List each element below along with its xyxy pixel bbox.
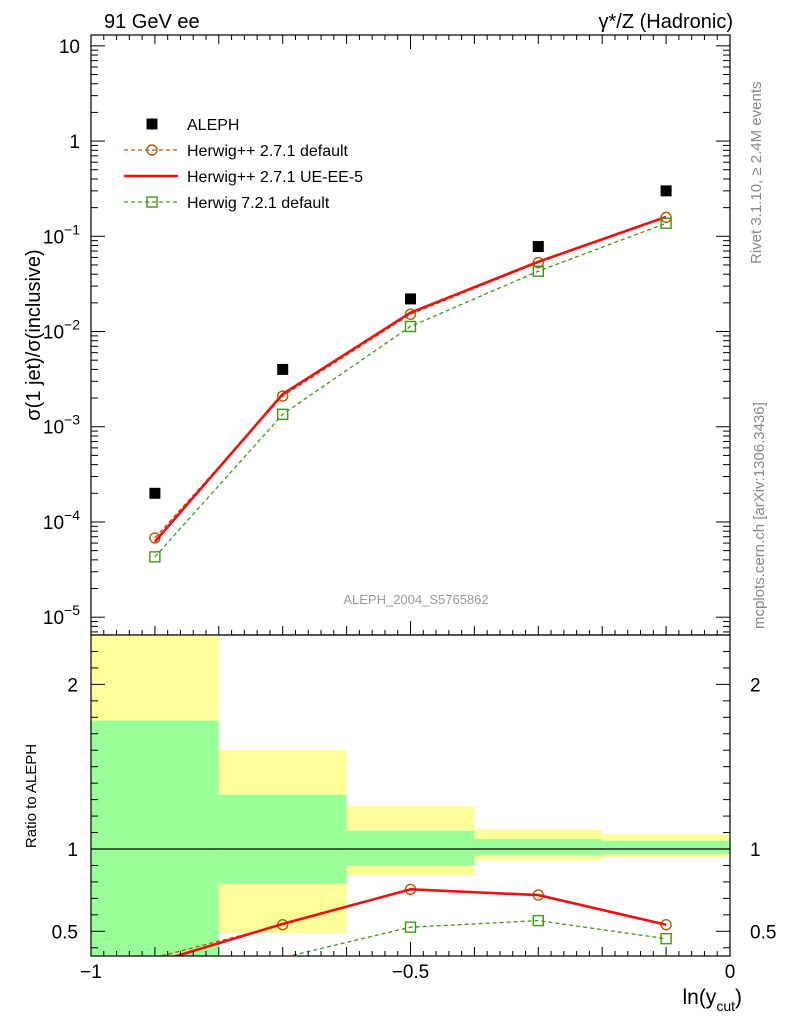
legend-marker [146,118,158,130]
x-tick-label: −1 [80,962,102,983]
main-data-point [277,363,289,375]
ratio-data-point [660,933,672,945]
main-y-axis-label: σ(1 jet)/σ(inclusive) [23,249,45,420]
main-y-tick-label: 1 [69,132,80,153]
main-data-point [405,293,416,305]
main-data-point [149,487,161,499]
legend: ALEPH Herwig++ 2.7.1 default Herwig++ 2.7.… [124,117,363,212]
ratio-y-tick-label-left: 2 [67,675,78,696]
ratio-bands [91,635,730,956]
main-panel: 10−5 10−4 10−3 10−2 10−1 1 10 σ(1 jet)/σ(inclu… [23,34,731,636]
main-series-line [154,222,667,558]
ratio-band-green [91,720,219,956]
legend-marker [146,196,158,208]
main-series-herwig-2-7-1-ue-ee-5 [153,215,667,543]
ratio-series-line [172,888,667,956]
main-data-point [277,408,289,421]
main-series-herwig-7-2-1-default [149,217,672,563]
ratio-band-green [346,830,475,866]
legend-marker [146,144,158,156]
ratio-band-green [474,839,603,856]
ratio-panel: 0.5 0.5 1 1 2 2 −1 −0.5 0 Ratio to ALEPH ln(ycut… [23,634,776,1014]
legend-item-herwig-2-7-1-ue-ee-5: Herwig++ 2.7.1 UE-EE-5 [124,169,363,186]
main-y-tick-label: 10−2 [43,317,80,344]
ratio-series [158,883,672,956]
main-y-tick-label: 10 [59,37,80,58]
main-y-tick-label: 10−5 [43,602,80,629]
legend-item-herwig-7-2-1-default: Herwig 7.2.1 default [124,195,330,212]
ratio-y-tick-label-right: 1 [750,840,761,861]
legend-label: Herwig++ 2.7.1 default [187,143,349,160]
ratio-y-tick-label-right: 0.5 [750,922,776,943]
x-axis-label: ln(ycut) [682,986,742,1014]
main-data-point [404,320,417,333]
ratio-y-tick-label-left: 0.5 [52,922,78,943]
ratio-y-tick-label-left: 1 [67,840,78,861]
main-data-point [532,241,544,253]
header-right-label: γ*/Z (Hadronic) [599,11,733,33]
legend-item-aleph: ALEPH [146,117,239,134]
main-y-tick-label: 10−3 [43,412,80,439]
mcplots-label: mcplots.cern.ch [arXiv:1306.3436] [751,402,768,629]
x-tick-label: −0.5 [392,962,430,983]
x-tick-label: 0 [725,962,736,983]
ratio-ticks: 0.5 0.5 1 1 2 2 −1 −0.5 0 [52,650,776,983]
main-y-ticks: 10−5 10−4 10−3 10−2 10−1 1 10 [43,35,731,635]
ratio-series-herwig-7-2-1-default [286,914,672,956]
ratio-data-point [532,914,544,927]
main-data-point [277,390,289,402]
main-series-aleph [149,185,672,499]
main-series-line [154,216,667,539]
ratio-y-tick-label-right: 2 [750,675,761,696]
main-series-line [153,215,667,543]
legend-label: ALEPH [187,117,239,134]
ratio-data-point [404,921,417,933]
main-data-point [404,308,417,320]
ratio-frame [90,634,731,957]
legend-item-herwig-2-7-1-default: Herwig++ 2.7.1 default [124,143,349,160]
main-data-point [149,551,161,563]
ratio-y-axis-label: Ratio to ALEPH [23,744,40,848]
main-data-point [660,185,672,197]
main-y-tick-label: 10−1 [43,221,80,248]
main-y-tick-label: 10−4 [43,507,80,534]
main-series-herwig-2-7-1-default [149,211,672,544]
ratio-band-green [218,794,347,884]
ratio-series-herwig-2-7-1-ue-ee-5 [172,888,667,956]
main-series [149,185,672,563]
ratio-band-green [602,840,730,854]
legend-label: Herwig 7.2.1 default [187,195,330,212]
rivet-version-label: Rivet 3.1.10, ≥ 2.4M events [748,82,765,265]
main-data-point [660,217,672,229]
ratio-series-line [286,919,667,956]
main-data-point [532,265,544,277]
legend-label: Herwig++ 2.7.1 UE-EE-5 [187,169,363,186]
header-left-label: 91 GeV ee [104,11,200,33]
analysis-label: ALEPH_2004_S5765862 [343,592,488,607]
